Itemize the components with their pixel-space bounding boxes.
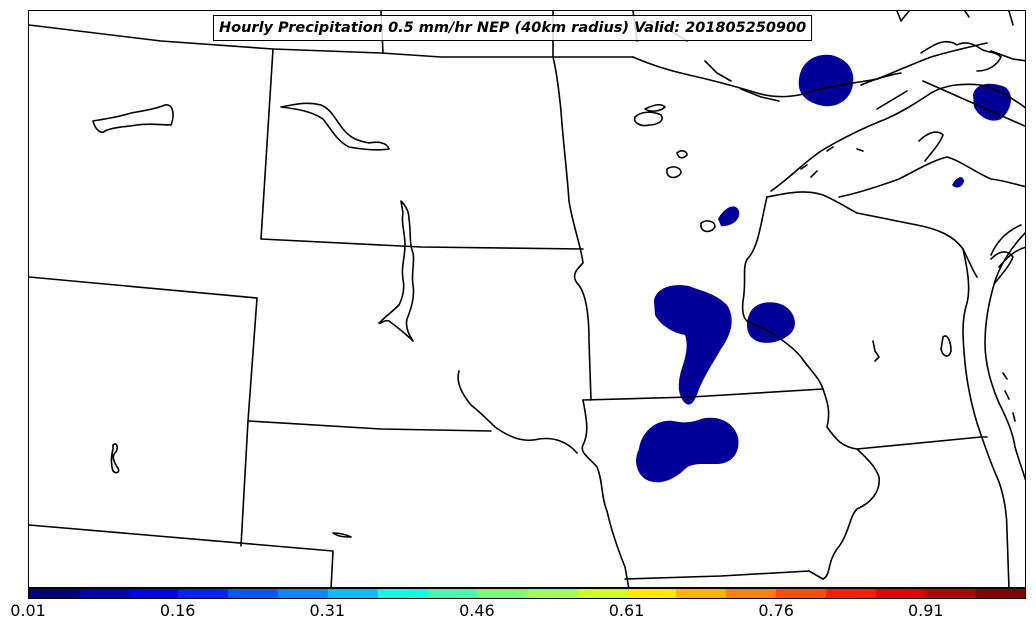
door-peninsula xyxy=(990,251,1014,284)
wyoming-small-lake xyxy=(110,443,120,474)
lake-michigan-west-shore xyxy=(962,248,1010,587)
lake-sakakawea xyxy=(280,102,390,151)
precip-area-wisconsin xyxy=(746,302,795,343)
precip-area-lake-superior xyxy=(798,54,854,107)
lake-of-the-woods xyxy=(633,111,663,127)
precip-areas xyxy=(636,54,1011,483)
colorbar-swatch xyxy=(825,589,876,598)
lake-minnesota-small-1 xyxy=(666,166,682,179)
fort-peck-lake xyxy=(92,104,174,134)
colorbar-swatch xyxy=(626,589,677,598)
lake-superior-south-shore xyxy=(770,83,1025,192)
colorbar-swatch xyxy=(576,589,627,598)
colorbar-swatch xyxy=(178,589,229,598)
colorbar-swatch xyxy=(676,589,727,598)
colorbar-tick-label: 0.31 xyxy=(309,601,346,620)
lake-michigan-islands xyxy=(1002,372,1016,422)
lake-mille-lacs xyxy=(700,220,716,233)
houghton-lake xyxy=(940,335,952,357)
colorbar-tick-label: 0.76 xyxy=(758,601,794,620)
colorbar-swatch xyxy=(377,589,428,598)
mackinac-straits xyxy=(990,224,1025,268)
colorbar-swatch xyxy=(327,589,378,598)
green-bay-peninsula xyxy=(918,131,944,162)
colorbar-swatch xyxy=(925,589,976,598)
precip-area-iowa xyxy=(636,417,739,483)
border-wisconsin-minnesota xyxy=(741,196,824,390)
border-nd-sd xyxy=(260,238,584,250)
upper-peninsula-west xyxy=(922,80,1025,127)
colorbar-swatch xyxy=(775,589,826,598)
lake-michigan-east-shore xyxy=(984,231,1025,481)
wisconsin-north-border xyxy=(766,191,978,278)
map-panel xyxy=(28,10,1026,588)
border-montana-wyoming xyxy=(29,276,258,299)
border-montana-dakota xyxy=(260,48,274,240)
upper-peninsula-south xyxy=(838,156,1025,198)
colorbar-tick-label: 0.61 xyxy=(608,601,645,620)
colorbar xyxy=(28,588,1026,599)
colorbar-swatch xyxy=(29,589,79,598)
colorbar-swatch xyxy=(78,589,129,598)
border-colorado-nebraska xyxy=(29,524,334,587)
isle-royale xyxy=(860,72,908,110)
canada-upper-shore xyxy=(920,40,1025,72)
colorbar-swatch xyxy=(128,589,179,598)
missouri-river-sd-ne xyxy=(457,370,578,454)
colorbar-swatch xyxy=(875,589,926,598)
precip-area-small-michigan xyxy=(952,177,964,188)
lake-superior-north-shore xyxy=(632,42,988,98)
map-title: Hourly Precipitation 0.5 mm/hr NEP (40km… xyxy=(213,15,813,41)
colorbar-swatch xyxy=(277,589,328,598)
colorbar-tick-label: 0.01 xyxy=(10,601,46,620)
colorbar-swatch xyxy=(427,589,478,598)
lake-francis-case xyxy=(332,532,352,538)
colorbar-swatch xyxy=(726,589,776,598)
colorbar-swatch xyxy=(228,589,278,598)
colorbar-swatch xyxy=(526,589,577,598)
colorbar-swatch xyxy=(975,589,1025,598)
colorbar-tick-label: 0.16 xyxy=(159,601,196,620)
colorbar-swatch xyxy=(477,589,527,598)
border-illinois xyxy=(856,436,988,450)
border-minnesota-dakotas xyxy=(552,56,592,401)
border-iowa-minnesota xyxy=(582,388,824,401)
boundary-lines xyxy=(29,11,1025,587)
map-canvas xyxy=(29,11,1025,587)
precip-area-small-minnesota xyxy=(718,206,740,227)
border-iowa-missouri xyxy=(624,570,824,580)
colorbar-tick-label: 0.91 xyxy=(907,601,944,620)
colorbar-tick-label: 0.46 xyxy=(459,601,495,620)
border-sd-ne xyxy=(247,420,492,432)
wisconsin-river-marks xyxy=(872,340,880,362)
precip-area-mn-iowa-east xyxy=(654,285,732,405)
colorbar-tick-labels: 0.01 0.16 0.31 0.46 0.61 0.76 0.91 xyxy=(0,601,1036,625)
lake-minnesota-small-2 xyxy=(676,150,688,159)
mississippi-river-iowa xyxy=(822,388,881,580)
apostle-islands xyxy=(800,146,864,178)
lake-red-lake xyxy=(644,104,666,112)
missouri-river-iowa-border xyxy=(581,399,630,587)
lake-oahe xyxy=(378,200,415,342)
